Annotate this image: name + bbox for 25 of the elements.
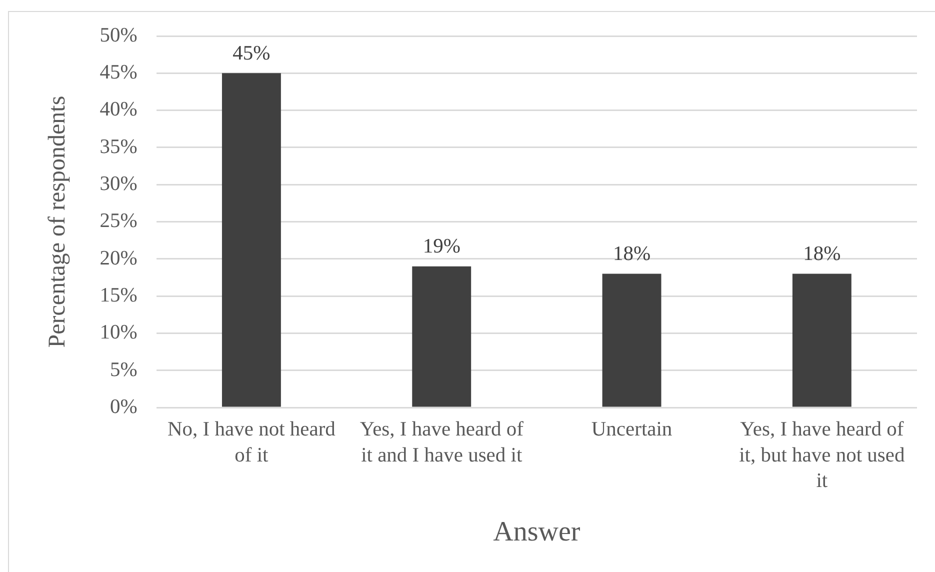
x-tick-label: Uncertain [591, 418, 672, 441]
x-tick-label: Yes, I have heard of it, but have not used it [739, 418, 905, 492]
bar [792, 274, 852, 407]
y-tick-label: 25% [100, 210, 138, 232]
y-tick-label: 20% [100, 247, 138, 270]
y-tick-label: 50% [100, 24, 138, 46]
bar [222, 73, 281, 407]
bar [602, 274, 662, 407]
y-axis-title: Percentage of respondents [44, 96, 71, 348]
x-tick-label: No, I have not heard of it [167, 418, 336, 466]
data-label: 18% [803, 242, 841, 265]
y-tick-label: 5% [110, 358, 138, 381]
data-label: 18% [612, 242, 651, 265]
y-tick-label: 0% [110, 396, 138, 418]
y-tick-label: 40% [100, 98, 138, 121]
bar [412, 266, 472, 407]
x-axis-title: Answer [493, 516, 581, 548]
y-tick-label: 10% [100, 322, 138, 344]
y-tick-label: 45% [100, 62, 138, 84]
y-tick-label: 30% [100, 173, 138, 195]
y-tick-label: 15% [100, 284, 138, 306]
data-label: 45% [232, 42, 270, 64]
x-tick-label: Yes, I have heard of it and I have used it [360, 418, 524, 466]
y-tick-label: 35% [100, 136, 138, 158]
data-label: 19% [422, 235, 460, 258]
